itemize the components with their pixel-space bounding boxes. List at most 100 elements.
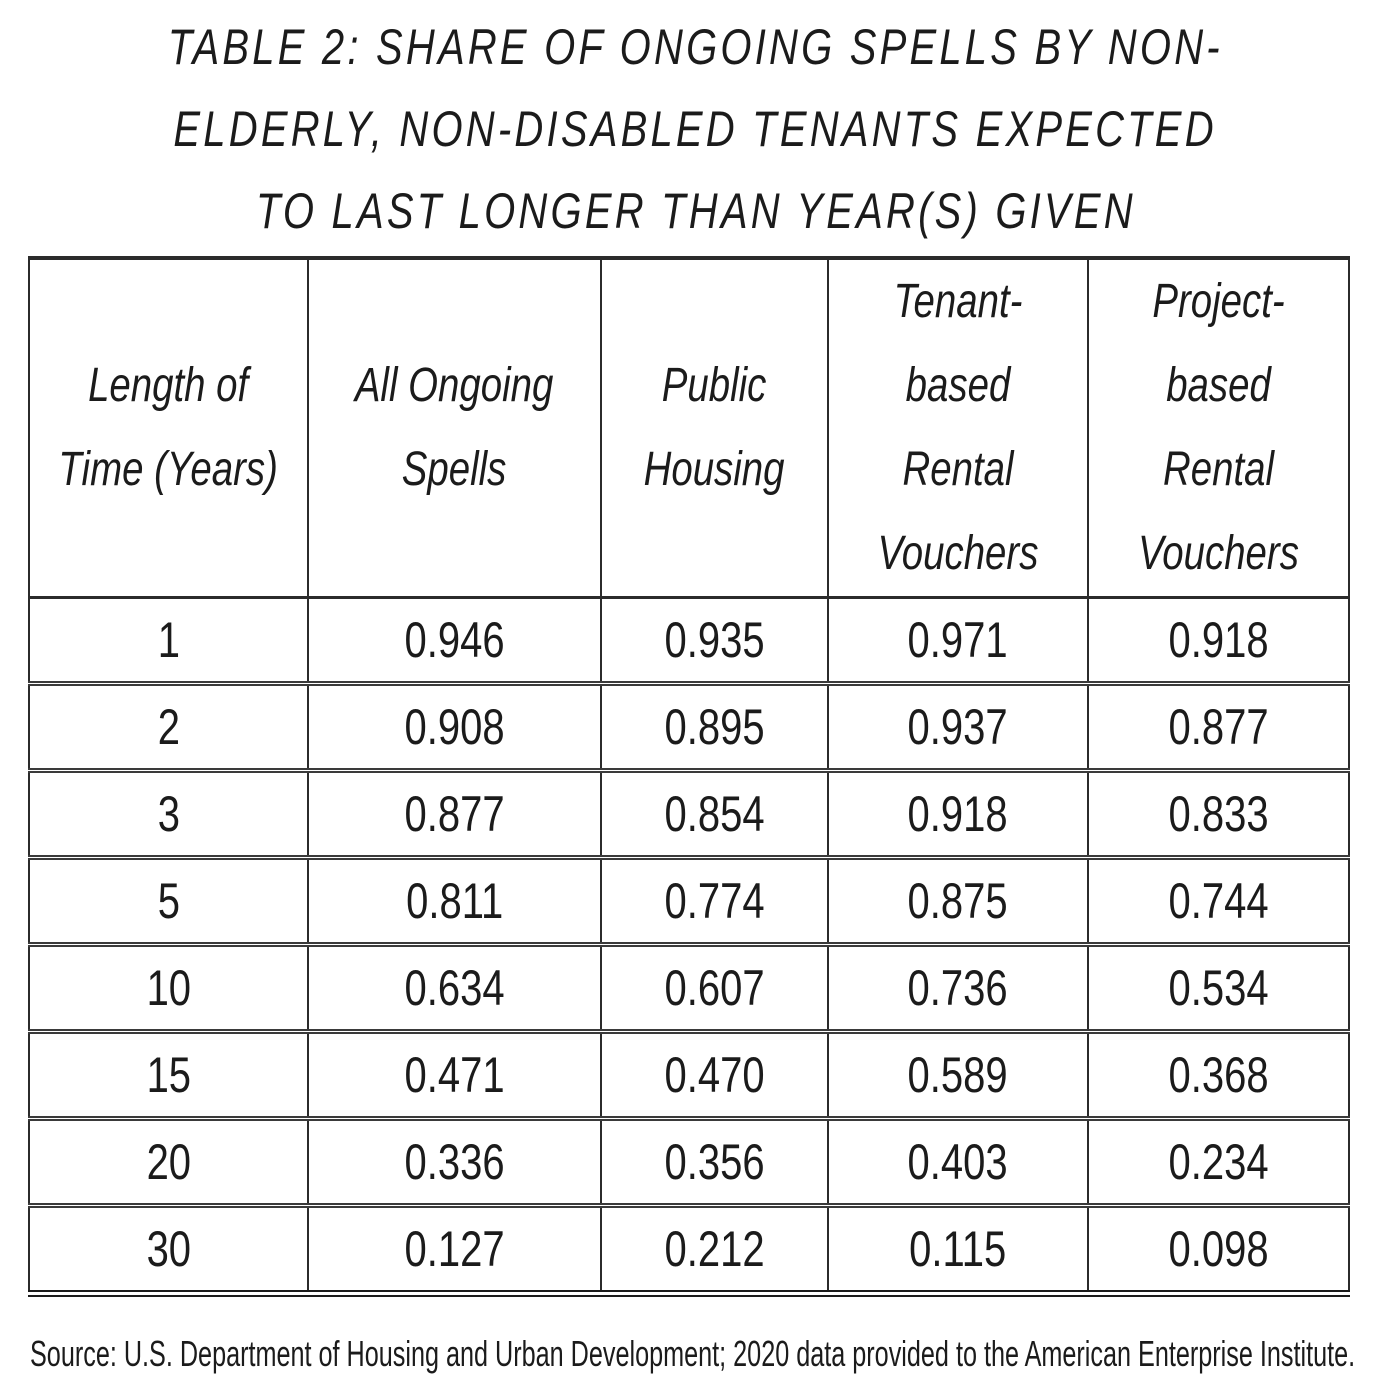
table-title-text: TABLE 2: SHARE OF ONGOING SPELLS BY NON- xyxy=(168,19,1223,75)
share-value: 0.875 xyxy=(907,873,1009,929)
share-value: 0.811 xyxy=(405,873,504,929)
share-value: 0.589 xyxy=(907,1047,1009,1103)
table-title-text: TO LAST LONGER THAN YEAR(S) GIVEN xyxy=(255,183,1136,239)
share-value: 0.774 xyxy=(664,873,765,929)
share-value: 0.877 xyxy=(1168,699,1269,755)
cell-value: 0.607 xyxy=(600,944,829,1034)
cell-years: 10 xyxy=(28,944,309,1034)
cell-value: 0.811 xyxy=(307,857,602,947)
column-header-all-ongoing-spells: All Ongoing Spells xyxy=(307,256,602,599)
years-value: 2 xyxy=(157,699,180,755)
cell-value: 0.935 xyxy=(600,597,829,686)
share-value: 0.937 xyxy=(907,699,1009,755)
cell-value: 0.875 xyxy=(827,857,1089,947)
cell-years: 2 xyxy=(28,683,309,773)
cell-value: 0.946 xyxy=(307,597,602,686)
column-header-project-based-rental-vouchers: Project- based Rental Vouchers xyxy=(1087,256,1350,599)
cell-years: 15 xyxy=(28,1031,309,1121)
table-title-text: ELDERLY, NON-DISABLED TENANTS EXPECTED xyxy=(173,101,1218,157)
cell-value: 0.833 xyxy=(1087,770,1350,860)
cell-value: 0.534 xyxy=(1087,944,1350,1034)
share-value: 0.908 xyxy=(404,699,505,755)
cell-value: 0.736 xyxy=(827,944,1089,1034)
table-title-line: TABLE 2: SHARE OF ONGOING SPELLS BY NON- xyxy=(0,6,1391,88)
table-title-line: TO LAST LONGER THAN YEAR(S) GIVEN xyxy=(0,170,1391,252)
cell-value: 0.127 xyxy=(307,1205,602,1297)
share-value: 0.918 xyxy=(1168,612,1269,668)
table-row: 5 0.811 0.774 0.875 0.744 xyxy=(28,857,1350,947)
share-value: 0.736 xyxy=(907,960,1009,1016)
column-header-label: Length of Time (Years) xyxy=(58,359,279,496)
share-value: 0.854 xyxy=(664,786,765,842)
cell-years: 1 xyxy=(28,597,309,686)
spells-table: Length of Time (Years) All Ongoing Spell… xyxy=(28,256,1350,1297)
table-body: 1 0.946 0.935 0.971 0.918 2 0.908 0.895 … xyxy=(28,597,1350,1297)
cell-value: 0.234 xyxy=(1087,1118,1350,1208)
cell-value: 0.744 xyxy=(1087,857,1350,947)
cell-value: 0.918 xyxy=(1087,597,1350,686)
cell-years: 30 xyxy=(28,1205,309,1297)
share-value: 0.470 xyxy=(664,1047,765,1103)
table-title-line: ELDERLY, NON-DISABLED TENANTS EXPECTED xyxy=(0,88,1391,170)
header-row: Length of Time (Years) All Ongoing Spell… xyxy=(28,256,1350,599)
column-header-label: Project- based Rental Vouchers xyxy=(1138,275,1299,580)
column-header-length-of-time: Length of Time (Years) xyxy=(28,256,309,599)
table-header: Length of Time (Years) All Ongoing Spell… xyxy=(28,256,1350,599)
cell-value: 0.908 xyxy=(307,683,602,773)
cell-value: 0.368 xyxy=(1087,1031,1350,1121)
share-value: 0.368 xyxy=(1168,1047,1269,1103)
cell-value: 0.634 xyxy=(307,944,602,1034)
cell-value: 0.589 xyxy=(827,1031,1089,1121)
share-value: 0.895 xyxy=(664,699,765,755)
column-header-label: Tenant- based Rental Vouchers xyxy=(877,275,1039,580)
share-value: 0.877 xyxy=(404,786,505,842)
share-value: 0.403 xyxy=(907,1134,1009,1190)
share-value: 0.918 xyxy=(907,786,1009,842)
cell-value: 0.937 xyxy=(827,683,1089,773)
table-row: 30 0.127 0.212 0.115 0.098 xyxy=(28,1205,1350,1297)
cell-value: 0.877 xyxy=(307,770,602,860)
source-note: Source: U.S. Department of Housing and U… xyxy=(30,1333,1391,1375)
table-row: 1 0.946 0.935 0.971 0.918 xyxy=(28,597,1350,686)
years-value: 10 xyxy=(146,960,191,1016)
table-title: TABLE 2: SHARE OF ONGOING SPELLS BY NON-… xyxy=(0,0,1391,252)
cell-value: 0.336 xyxy=(307,1118,602,1208)
share-value: 0.471 xyxy=(404,1047,505,1103)
years-value: 30 xyxy=(146,1221,191,1277)
cell-value: 0.471 xyxy=(307,1031,602,1121)
column-header-label: Public Housing xyxy=(644,359,785,496)
share-value: 0.935 xyxy=(664,612,765,668)
table-row: 15 0.471 0.470 0.589 0.368 xyxy=(28,1031,1350,1121)
cell-years: 5 xyxy=(28,857,309,947)
years-value: 20 xyxy=(146,1134,191,1190)
table-row: 3 0.877 0.854 0.918 0.833 xyxy=(28,770,1350,860)
table-row: 20 0.336 0.356 0.403 0.234 xyxy=(28,1118,1350,1208)
column-header-label: All Ongoing Spells xyxy=(355,359,554,496)
cell-value: 0.356 xyxy=(600,1118,829,1208)
share-value: 0.946 xyxy=(404,612,505,668)
years-value: 3 xyxy=(157,786,180,842)
years-value: 5 xyxy=(157,873,180,929)
cell-value: 0.774 xyxy=(600,857,829,947)
share-value: 0.115 xyxy=(909,1221,1007,1277)
share-value: 0.098 xyxy=(1168,1221,1269,1277)
cell-value: 0.098 xyxy=(1087,1205,1350,1297)
cell-value: 0.403 xyxy=(827,1118,1089,1208)
share-value: 0.127 xyxy=(404,1221,505,1277)
column-header-tenant-based-rental-vouchers: Tenant- based Rental Vouchers xyxy=(827,256,1089,599)
share-value: 0.356 xyxy=(664,1134,765,1190)
share-value: 0.833 xyxy=(1168,786,1269,842)
cell-value: 0.470 xyxy=(600,1031,829,1121)
share-value: 0.634 xyxy=(404,960,505,1016)
share-value: 0.744 xyxy=(1168,873,1269,929)
cell-value: 0.877 xyxy=(1087,683,1350,773)
share-value: 0.234 xyxy=(1168,1134,1269,1190)
cell-value: 0.918 xyxy=(827,770,1089,860)
cell-value: 0.895 xyxy=(600,683,829,773)
source-note-text: Source: U.S. Department of Housing and U… xyxy=(30,1333,1356,1374)
years-value: 15 xyxy=(146,1047,191,1103)
cell-value: 0.854 xyxy=(600,770,829,860)
column-header-public-housing: Public Housing xyxy=(600,256,829,599)
share-value: 0.607 xyxy=(664,960,765,1016)
